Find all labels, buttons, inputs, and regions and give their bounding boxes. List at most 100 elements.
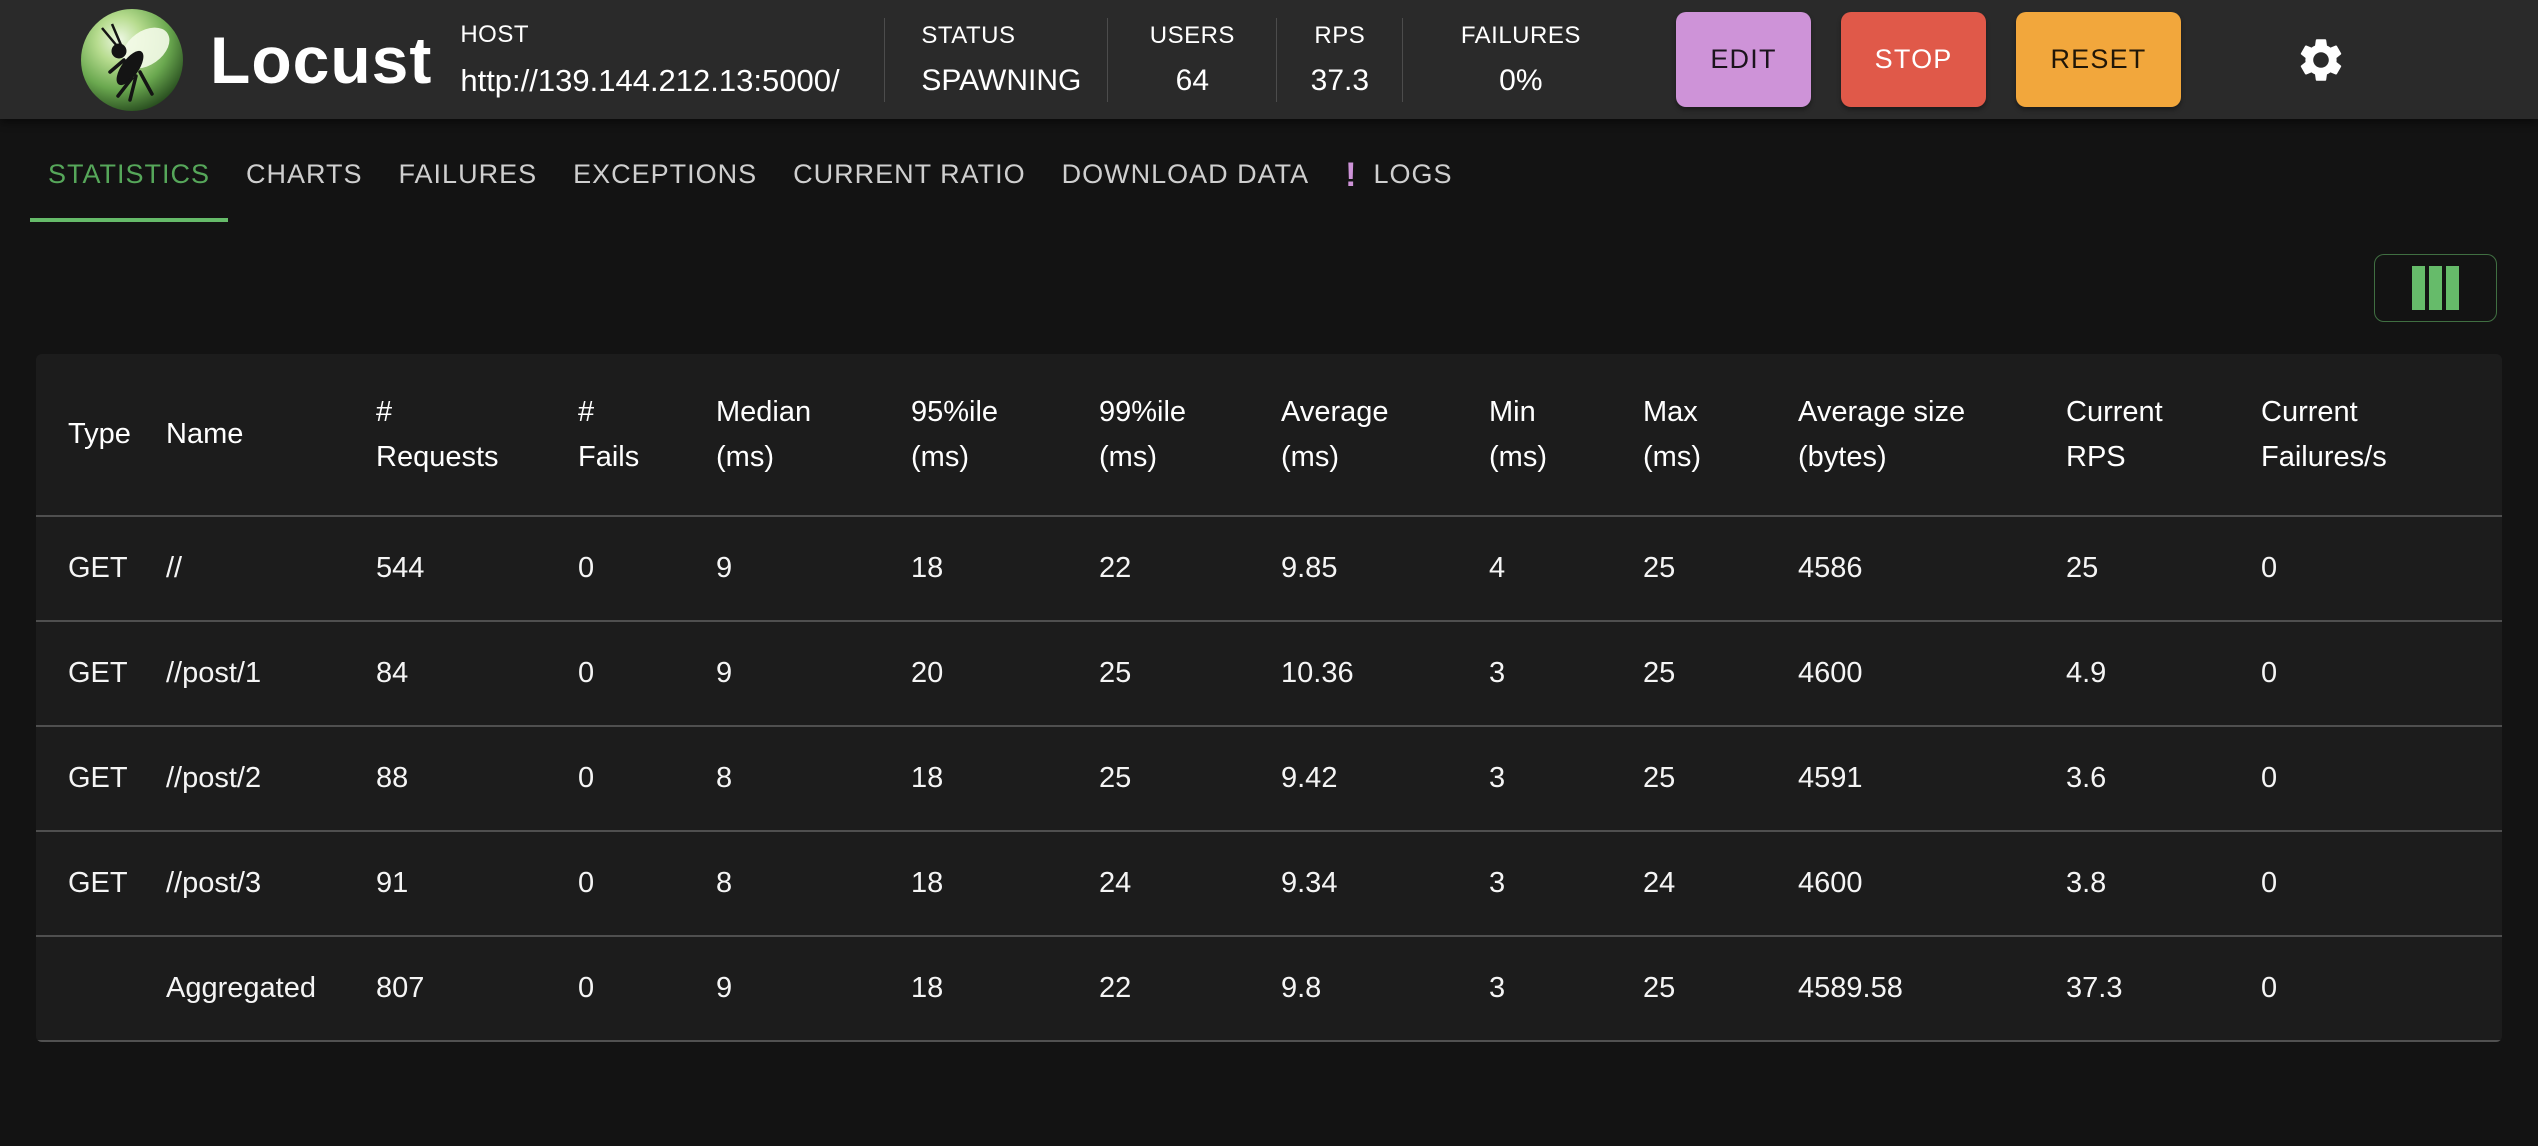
stop-button[interactable]: STOP: [1840, 12, 1987, 107]
tab-logs[interactable]: ! LOGS: [1327, 119, 1470, 230]
column-header-average-size-bytes[interactable]: Average size (bytes): [1798, 395, 1966, 473]
logs-alert-badge: !: [1345, 155, 1358, 194]
column-header-average-ms[interactable]: Average (ms): [1281, 395, 1389, 473]
host-url: http://139.144.212.13:5000/: [460, 62, 840, 98]
failures-label: FAILURES: [1460, 21, 1581, 49]
column-header-type[interactable]: Type: [68, 418, 131, 451]
rps-indicator: RPS 37.3: [1277, 22, 1402, 98]
table-cell: 4600: [1798, 830, 2066, 936]
gear-icon: [2295, 34, 2347, 86]
table-cell: 22: [1099, 515, 1281, 621]
table-cell: 0: [2261, 935, 2502, 1042]
table-row: GET//post/1 84 0 9 20 25 10.36 3 25 4600 4.9 0: [36, 620, 2502, 726]
tab-current-ratio[interactable]: CURRENT RATIO: [775, 119, 1044, 230]
table-cell: 4586: [1798, 515, 2066, 621]
tab-label: CHARTS: [246, 159, 363, 189]
edit-button[interactable]: EDIT: [1676, 12, 1811, 107]
main-content: Type Name # Requests # Fails Median (ms) 95%i…: [0, 254, 2538, 1042]
table-cell: //post/2: [166, 725, 376, 831]
table-cell: 9: [716, 515, 911, 621]
table-cell: 0: [578, 515, 716, 621]
header-buttons: EDIT STOP RESET: [1676, 12, 2181, 107]
table-cell: 24: [1643, 830, 1798, 936]
tab-failures[interactable]: FAILURES: [381, 119, 556, 230]
stats-table-header-row: Type Name # Requests # Fails Median (ms) 95%i…: [36, 354, 2502, 516]
table-cell: [36, 935, 166, 1042]
table-cell: 0: [2261, 620, 2502, 726]
failures-value: 0%: [1499, 63, 1543, 97]
app-title[interactable]: Locust: [210, 22, 433, 97]
reset-button[interactable]: RESET: [2016, 12, 2181, 107]
column-selector-button[interactable]: [2374, 254, 2497, 322]
settings-button[interactable]: [2293, 32, 2349, 88]
header-divider: [1276, 17, 1278, 102]
table-cell: 0: [578, 620, 716, 726]
table-cell: 8: [716, 725, 911, 831]
column-header-99%ile-ms[interactable]: 99%ile (ms): [1099, 395, 1187, 473]
table-cell: 25: [1643, 515, 1798, 621]
table-cell: 544: [376, 515, 578, 621]
table-cell: //post/1: [166, 620, 376, 726]
table-toolbar: [36, 254, 2502, 322]
table-cell: 3: [1489, 935, 1643, 1042]
table-cell: 3: [1489, 725, 1643, 831]
table-cell: 25: [1643, 620, 1798, 726]
column-header-95%ile-ms[interactable]: 95%ile (ms): [911, 395, 999, 473]
column-header-name[interactable]: Name: [166, 418, 244, 451]
column-header-median-ms[interactable]: Median (ms): [716, 395, 812, 473]
table-cell: 9.8: [1281, 935, 1489, 1042]
tab-label: STATISTICS: [48, 159, 211, 189]
header-divider: [884, 17, 886, 102]
rps-label: RPS: [1314, 21, 1366, 49]
statistics-table-container: Type Name # Requests # Fails Median (ms) 95%i…: [36, 354, 2502, 1042]
failures-indicator: FAILURES 0%: [1403, 22, 1638, 98]
table-cell: 91: [376, 830, 578, 936]
tab-statistics[interactable]: STATISTICS: [30, 119, 229, 230]
table-cell: 25: [1643, 935, 1798, 1042]
table-cell: 3: [1489, 620, 1643, 726]
table-cell: //: [166, 515, 376, 621]
table-cell: 37.3: [2066, 935, 2261, 1042]
column-header-max-ms[interactable]: Max (ms): [1643, 395, 1701, 473]
table-cell: 3.6: [2066, 725, 2261, 831]
table-cell: 4.9: [2066, 620, 2261, 726]
status-indicator: STATUS SPAWNING: [885, 22, 1107, 98]
table-cell: 25: [1643, 725, 1798, 831]
tab-label: DOWNLOAD DATA: [1061, 159, 1310, 189]
locust-logo-icon[interactable]: [80, 8, 184, 112]
table-row: GET//post/3 91 0 8 18 24 9.34 3 24 4600 3.8 0: [36, 830, 2502, 936]
tab-exceptions[interactable]: EXCEPTIONS: [555, 119, 775, 230]
column-header-min-ms[interactable]: Min (ms): [1489, 395, 1547, 473]
host-block: HOST http://139.144.212.13:5000/: [460, 21, 884, 99]
table-cell: 0: [2261, 830, 2502, 936]
tab-charts[interactable]: CHARTS: [228, 119, 381, 230]
users-indicator: USERS 64: [1108, 22, 1276, 98]
column-header-requests[interactable]: # Requests: [376, 395, 499, 473]
table-cell: 18: [911, 725, 1099, 831]
table-cell: 4589.58: [1798, 935, 2066, 1042]
table-cell: 9: [716, 935, 911, 1042]
column-header-fails[interactable]: # Fails: [578, 395, 640, 473]
stats-table-body: GET//544 0 9 18 22 9.85 4 25 4586 25 0 GET//post/1 8…: [36, 515, 2502, 1042]
table-cell: GET: [36, 515, 166, 621]
table-row: Aggregated 807 0 9 18 22 9.8 3 25 4589.58 37.3 0: [36, 935, 2502, 1042]
column-header-current-failures-s[interactable]: Current Failures/s: [2261, 395, 2387, 473]
tab-label: LOGS: [1373, 159, 1453, 189]
tab-download-data[interactable]: DOWNLOAD DATA: [1044, 119, 1328, 230]
table-cell: 3.8: [2066, 830, 2261, 936]
table-cell: 18: [911, 935, 1099, 1042]
table-row: GET//544 0 9 18 22 9.85 4 25 4586 25 0: [36, 515, 2502, 621]
tab-label: CURRENT RATIO: [793, 159, 1026, 189]
table-cell: 0: [2261, 515, 2502, 621]
tab-label: FAILURES: [398, 159, 538, 189]
table-cell: 0: [578, 935, 716, 1042]
table-row: GET//post/2 88 0 8 18 25 9.42 3 25 4591 3.6 0: [36, 725, 2502, 831]
table-cell: 9.42: [1281, 725, 1489, 831]
table-cell: 4: [1489, 515, 1643, 621]
table-cell: 24: [1099, 830, 1281, 936]
table-cell: 20: [911, 620, 1099, 726]
app-header: Locust HOST http://139.144.212.13:5000/ …: [0, 0, 2538, 119]
column-header-current-rps[interactable]: Current RPS: [2066, 395, 2163, 473]
table-cell: 10.36: [1281, 620, 1489, 726]
